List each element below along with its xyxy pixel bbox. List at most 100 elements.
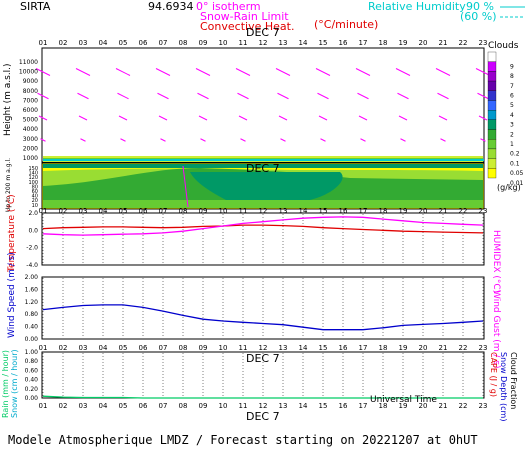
hour-tick-precip: 23 [479, 344, 488, 352]
hour-tick-bottom: 23 [479, 402, 488, 410]
cbar-tick: 5 [510, 102, 514, 109]
ytick-label: 1.60 [25, 286, 39, 293]
hour-tick-mid: 08 [179, 207, 188, 215]
hour-tick-mid: 02 [59, 207, 68, 215]
cbar-swatch [487, 61, 497, 72]
site-label: SIRTA [20, 0, 51, 13]
hour-tick-mid: 19 [399, 207, 408, 215]
cloud-ytick: 10000 [19, 69, 38, 76]
wind-arrow [158, 115, 168, 121]
hour-tick-top: 17 [359, 39, 368, 47]
ytick-label: 2.0 [28, 210, 38, 217]
hour-tick-top: 07 [159, 39, 168, 47]
cloud-ytick: 8000 [23, 88, 38, 95]
hour-tick-mid: 06 [139, 207, 148, 215]
hour-tick-mid: 22 [459, 207, 468, 215]
cloud-layer-dense [190, 172, 343, 202]
hour-tick-bottom: 11 [239, 402, 248, 410]
hour-tick-precip: 06 [139, 344, 148, 352]
wind-arrow [197, 92, 209, 100]
hour-tick-bottom: 12 [259, 402, 268, 410]
ytick-label: 1.00 [25, 349, 39, 356]
gust-ylabel: Wind Gust (m / s) [491, 290, 501, 368]
universal-time: Universal Time [370, 395, 437, 405]
wind-arrow [157, 92, 169, 100]
hour-tick-top: 13 [279, 39, 288, 47]
wind-arrow [38, 115, 48, 121]
hour-tick-mid: 04 [99, 207, 108, 215]
cloud-ytick: 5000 [23, 117, 38, 124]
hours-axis-mid: 01 01 01 02 02 02 03 03 03 04 04 04 05 05 05 06 06 06 07 07… [39, 207, 488, 410]
legend-snow-rain-limit: Snow-Rain Limit [200, 10, 289, 23]
cloud-ytick-low: 20 [32, 198, 38, 204]
hour-tick-mid: 17 [359, 207, 368, 215]
hour-tick-precip: 18 [379, 344, 388, 352]
ytick-label: 2.00 [25, 274, 39, 281]
cbar-swatch [487, 51, 497, 62]
cloud-ytick-low: 150 [28, 166, 38, 172]
wind-arrow [195, 68, 211, 76]
hour-tick-bottom: 07 [159, 402, 168, 410]
hour-tick-top: 14 [299, 39, 308, 47]
hour-tick-top: 08 [179, 39, 188, 47]
hour-tick-bottom: 10 [219, 402, 228, 410]
wind-arrow [78, 115, 88, 121]
hour-tick-top: 06 [139, 39, 148, 47]
hour-tick-precip: 13 [279, 344, 288, 352]
hour-tick-bottom: 19 [399, 402, 408, 410]
hour-tick-precip: 14 [299, 344, 308, 352]
isotherm-line [182, 165, 189, 208]
cloud-ylabel-low: Up to 200 m a.g.l. [5, 158, 12, 212]
hour-tick-mid: 12 [259, 207, 268, 215]
wind-arrow [355, 68, 371, 76]
cloud-ytick: 1000 [23, 155, 38, 162]
hour-tick-mid: 03 [79, 207, 88, 215]
ytick-label: 0.0 [28, 227, 38, 234]
date-bottom: DEC 7 [246, 410, 280, 423]
hour-tick-mid: 16 [339, 207, 348, 215]
cloud-ylabel: Height (m a.s.l.) [3, 63, 13, 136]
hour-tick-bottom: 13 [279, 402, 288, 410]
wind-arrow [80, 138, 86, 142]
cbar-title: Clouds [488, 41, 519, 51]
hour-tick-mid: 05 [119, 207, 128, 215]
ytick-label: 1.20 [25, 299, 39, 306]
cloud-panel [35, 47, 491, 163]
wind-arrow [317, 92, 329, 100]
cloud-ytick-low: 140 [28, 171, 38, 177]
cloud-ytick-low: 60 [32, 189, 38, 195]
legend-rh-60: (60 %) [460, 10, 497, 23]
hour-tick-top: 10 [219, 39, 228, 47]
hour-tick-precip: 07 [159, 344, 168, 352]
hour-tick-precip: 17 [359, 344, 368, 352]
hour-tick-precip: 11 [239, 344, 248, 352]
hour-tick-top: 23 [479, 39, 488, 47]
hour-tick-top: 01 [39, 39, 48, 47]
hour-tick-top: 22 [459, 39, 468, 47]
hour-tick-mid: 09 [199, 207, 208, 215]
wind-arrow [277, 92, 289, 100]
wind-arrow [117, 92, 129, 100]
cbar-tick: 9 [510, 63, 514, 70]
date-precip: DEC 7 [246, 352, 280, 365]
hour-tick-mid: 23 [479, 207, 488, 215]
series-line [42, 216, 484, 236]
cloud-ytick-low: 120 [28, 175, 38, 181]
cloud-ytick-low: 80 [32, 184, 38, 190]
wind-arrow [398, 115, 408, 121]
wind-arrow [318, 115, 328, 121]
hour-tick-bottom: 09 [199, 402, 208, 410]
cloud-layer-bottom [43, 200, 483, 208]
cbar-swatch [487, 90, 497, 101]
ytick-label: 0.40 [25, 377, 39, 384]
hour-tick-top: 09 [199, 39, 208, 47]
cloud-ytick: 4000 [23, 126, 38, 133]
cloud-ytick: 2000 [23, 145, 38, 152]
hour-tick-bottom: 14 [299, 402, 308, 410]
hour-tick-top: 12 [259, 39, 268, 47]
cbar-swatch [487, 168, 497, 179]
wind-arrow [360, 138, 366, 142]
cbar-tick: 1 [510, 141, 514, 148]
wind-arrow [477, 92, 489, 100]
coords-label: 94.6934 [148, 0, 194, 13]
